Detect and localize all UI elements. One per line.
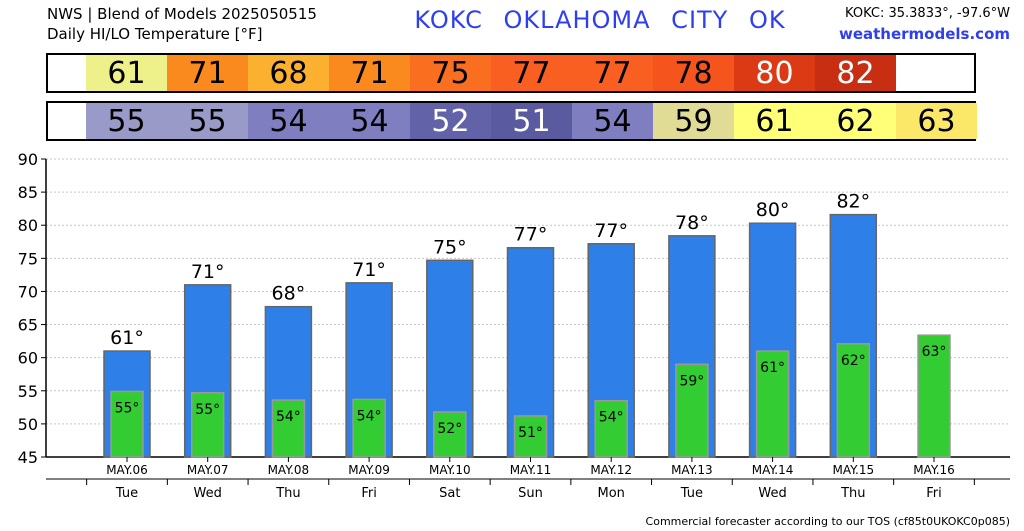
hi-label: 61° xyxy=(110,327,144,349)
lo-bar xyxy=(917,334,951,458)
date-label: MAY.15 xyxy=(832,463,874,477)
product-label: Daily HI/LO Temperature [°F] xyxy=(47,25,263,43)
header-right: KOKC: 35.3833°, -97.6°W weathermodels.co… xyxy=(839,4,1010,44)
lo-temp-cell: 54 xyxy=(572,103,653,139)
hi-temp-cell: 71 xyxy=(329,55,410,91)
y-tick-label: 85 xyxy=(18,183,38,202)
header-info: NWS | Blend of Models 2025050515 Daily H… xyxy=(47,4,317,44)
lo-label: 55° xyxy=(115,400,140,416)
date-label: MAY.09 xyxy=(348,463,390,477)
lo-temp-cell: 59 xyxy=(653,103,734,139)
lo-temp-cell: 52 xyxy=(410,103,491,139)
lo-temp-cell: 54 xyxy=(329,103,410,139)
hi-temp-cell: 75 xyxy=(410,55,491,91)
lo-temp-cell: 51 xyxy=(491,103,572,139)
site-link[interactable]: weathermodels.com xyxy=(838,25,1010,43)
y-tick-label: 65 xyxy=(18,316,38,335)
hi-label: 82° xyxy=(836,191,870,213)
footer-note: Commercial forecaster according to our T… xyxy=(645,515,1010,528)
y-tick-label: 50 xyxy=(18,415,38,434)
lo-bar xyxy=(836,343,871,458)
weekday-label: Thu xyxy=(840,486,865,501)
weekday-label: Wed xyxy=(758,486,786,501)
lo-temp-cell: 63 xyxy=(896,103,977,139)
date-label: MAY.10 xyxy=(429,463,471,477)
date-label: MAY.11 xyxy=(510,463,552,477)
hi-temp-cell: 61 xyxy=(86,55,167,91)
weekday-label: Wed xyxy=(194,486,222,501)
lo-label: 59° xyxy=(679,373,704,389)
date-label: MAY.16 xyxy=(913,463,955,477)
hi-temp-cell: 77 xyxy=(572,55,653,91)
y-tick-label: 55 xyxy=(18,382,38,401)
temperature-chart: 45 50 55 60 65 70 75 80 85 90 61° 55° MAY.06 Tue 71° 55… xyxy=(18,150,1010,501)
lo-label: 61° xyxy=(760,360,785,376)
hi-temp-strip: 61 71 68 71 75 77 77 78 80 82 xyxy=(46,53,976,93)
weekday-label: Fri xyxy=(361,486,377,501)
lo-bar xyxy=(110,390,144,458)
y-tick-label: 90 xyxy=(18,150,38,169)
weekday-label: Thu xyxy=(275,486,300,501)
hi-temp-cell: 78 xyxy=(653,55,734,91)
lo-temp-cell: 55 xyxy=(167,103,248,139)
lo-label: 54° xyxy=(357,408,382,424)
lo-temp-cell: 54 xyxy=(248,103,329,139)
y-tick-label: 45 xyxy=(18,448,38,467)
date-label: MAY.06 xyxy=(106,463,148,477)
lo-label: 54° xyxy=(276,409,301,425)
hi-label: 71° xyxy=(191,261,225,283)
hi-label: 80° xyxy=(756,199,790,221)
hi-temp-cell: 80 xyxy=(734,55,815,91)
weekday-label: Tue xyxy=(115,486,138,501)
hi-temp-cell: 77 xyxy=(491,55,572,91)
lo-temp-cell: 61 xyxy=(734,103,815,139)
hi-label: 77° xyxy=(514,224,548,246)
lo-label: 54° xyxy=(599,410,624,426)
lo-label: 62° xyxy=(841,353,866,369)
date-label: MAY.13 xyxy=(671,463,713,477)
y-tick-label: 60 xyxy=(18,349,38,368)
lo-label: 52° xyxy=(437,421,462,437)
lo-temp-cell: 62 xyxy=(815,103,896,139)
model-run-label: NWS | Blend of Models 2025050515 xyxy=(47,5,317,23)
station-title: KOKC OKLAHOMA CITY OK xyxy=(414,6,786,34)
hi-label: 75° xyxy=(433,236,467,258)
station-coords: KOKC: 35.3833°, -97.6°W xyxy=(845,6,1010,21)
y-tick-label: 75 xyxy=(18,249,38,268)
y-tick-label: 70 xyxy=(18,282,38,301)
lo-bar xyxy=(513,415,548,458)
weekday-label: Sun xyxy=(518,486,543,501)
weekday-label: Sat xyxy=(439,486,460,501)
date-label: MAY.12 xyxy=(590,463,632,477)
weekday-label: Fri xyxy=(926,486,942,501)
hi-temp-cell: 82 xyxy=(815,55,896,91)
date-label: MAY.14 xyxy=(752,463,794,477)
lo-label: 51° xyxy=(518,425,543,441)
lo-temp-strip: 55 55 54 54 52 51 54 59 61 62 63 xyxy=(46,101,977,141)
y-tick-label: 80 xyxy=(18,216,38,235)
hi-temp-cell: 68 xyxy=(248,55,329,91)
date-label: MAY.07 xyxy=(187,463,229,477)
hi-label: 78° xyxy=(675,212,709,234)
hi-label: 77° xyxy=(594,220,628,242)
weekday-label: Tue xyxy=(680,486,703,501)
weekday-label: Mon xyxy=(597,486,624,501)
date-label: MAY.08 xyxy=(268,463,310,477)
lo-temp-cell: 55 xyxy=(86,103,167,139)
hi-label: 71° xyxy=(352,259,386,281)
hi-label: 68° xyxy=(272,283,306,305)
hi-temp-cell: 71 xyxy=(167,55,248,91)
lo-bar xyxy=(433,411,467,458)
lo-label: 55° xyxy=(195,402,220,418)
lo-bar xyxy=(755,350,790,458)
lo-label: 63° xyxy=(922,344,947,360)
